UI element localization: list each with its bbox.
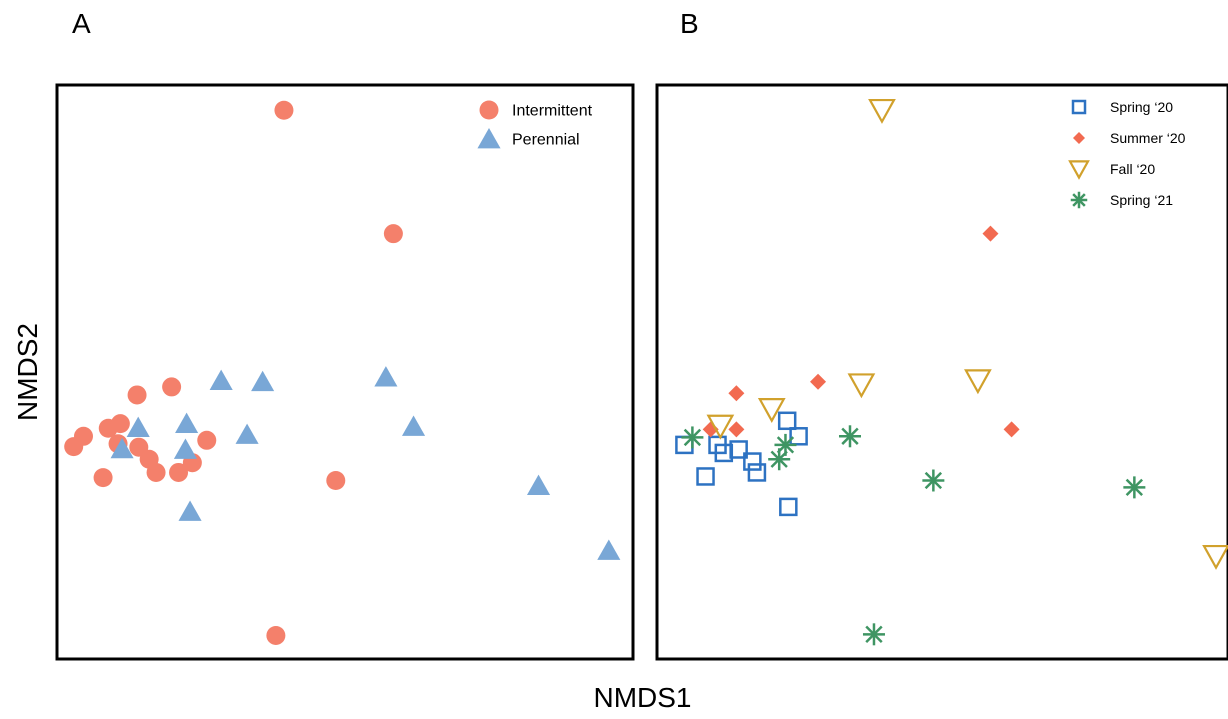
panel-a-perennial-point-10 bbox=[178, 500, 202, 521]
panel-b-summer-20-point-1 bbox=[982, 225, 999, 242]
panel-a-perennial-point-9 bbox=[173, 438, 197, 459]
panel-b-spring-21-point-2 bbox=[838, 425, 861, 448]
panel-a-perennial-point-3 bbox=[374, 366, 398, 387]
panel-a: Intermittent Perennial bbox=[55, 83, 635, 661]
panel-b-spring-21-point-7 bbox=[862, 623, 885, 646]
panel-a-perennial-point-11 bbox=[526, 474, 551, 496]
panel-b-spring-20-point-9 bbox=[696, 467, 715, 486]
panel-a-intermittent-point-15 bbox=[146, 462, 166, 482]
panel-b-spring-21-point-1 bbox=[681, 426, 704, 449]
panel-b-spring-21-point-6 bbox=[1123, 476, 1146, 499]
panel-a-intermittent-point-3 bbox=[127, 385, 147, 405]
x-axis-title: NMDS1 bbox=[593, 682, 692, 713]
panel-a-perennial-point-12 bbox=[597, 539, 621, 560]
panel-b-frame bbox=[655, 83, 1228, 661]
panel-b-spring-20-point-2 bbox=[789, 427, 808, 446]
panel-b-fall-20-point-5 bbox=[706, 414, 735, 440]
panel-b-spring-21-point-5 bbox=[922, 469, 945, 492]
panel-a-intermittent-point-8 bbox=[64, 437, 84, 457]
panel-b-fall-20-point-6 bbox=[1202, 544, 1228, 570]
panel-b-fall-20-point-4 bbox=[757, 398, 786, 423]
panel-a-intermittent-point-17 bbox=[326, 470, 346, 490]
panel-b-legend-fall-20-label: Fall ‘20 bbox=[1110, 161, 1155, 177]
panel-a-legend-perennial-label: Perennial bbox=[512, 132, 580, 149]
panel-b-spring-20-point-6 bbox=[714, 443, 734, 463]
panel-a-intermittent-point-7 bbox=[110, 414, 130, 434]
panel-a-intermittent-point-18 bbox=[266, 625, 286, 645]
panel-b-fall-20-point-2 bbox=[964, 369, 992, 395]
panel-b-legend-spring-20-label: Spring ‘20 bbox=[1110, 99, 1173, 115]
panel-b-spring-20-point-7 bbox=[743, 452, 762, 471]
panel-b-summer-20-point-6 bbox=[1003, 421, 1020, 438]
panel-b-spring-20-point-8 bbox=[747, 463, 767, 482]
panel-a-intermittent-point-4 bbox=[162, 377, 182, 397]
panel-b-legend-fall-20-swatch bbox=[1068, 160, 1090, 180]
panel-b-legend-summer-20-swatch bbox=[1073, 132, 1085, 144]
panel-a-legend-intermittent-label: Intermittent bbox=[512, 103, 593, 120]
panel-b-summer-20-point-5 bbox=[728, 421, 745, 438]
panel-a-intermittent-point-14 bbox=[169, 462, 189, 482]
panel-b-legend-summer-20-label: Summer ‘20 bbox=[1110, 130, 1186, 146]
panel-a-intermittent-point-16 bbox=[93, 468, 113, 488]
panel-a-legend-perennial-swatch bbox=[477, 128, 501, 149]
panel-b-spring-20-point-1 bbox=[777, 411, 797, 431]
panel-a-perennial-point-1 bbox=[209, 369, 233, 390]
panel-a-perennial-point-2 bbox=[251, 370, 275, 392]
panel-label-b: B bbox=[680, 8, 699, 39]
panel-b-legend-spring-21-label: Spring ‘21 bbox=[1110, 192, 1173, 208]
panel-b-summer-20-point-3 bbox=[728, 385, 745, 402]
panel-a-perennial-point-6 bbox=[235, 423, 259, 444]
panel-a-perennial-point-7 bbox=[401, 415, 426, 436]
panel-b-spring-20-point-10 bbox=[779, 497, 798, 517]
panel-a-perennial-point-4 bbox=[126, 416, 150, 438]
panel-a-legend-intermittent-swatch bbox=[479, 100, 499, 120]
panel-b-fall-20-point-3 bbox=[847, 373, 876, 399]
panel-a-perennial-point-5 bbox=[175, 412, 199, 434]
panel-b-fall-20-point-1 bbox=[868, 98, 896, 124]
panel-b-spring-21-point-4 bbox=[768, 448, 791, 471]
panel-a-intermittent-point-13 bbox=[197, 430, 217, 450]
panel-a-frame bbox=[55, 83, 635, 661]
panel-a-intermittent-point-2 bbox=[383, 224, 403, 244]
panel-b-legend-spring-20-swatch bbox=[1071, 99, 1087, 115]
panel-b-legend-spring-21-swatch bbox=[1070, 191, 1088, 209]
panel-b-summer-20-point-2 bbox=[810, 373, 827, 390]
panel-label-a: A bbox=[72, 8, 91, 39]
panel-a-intermittent-point-1 bbox=[274, 100, 294, 120]
panel-b: Spring ‘20 Summer ‘20 Fall ‘20 Spring ‘21 bbox=[655, 83, 1228, 661]
panel-a-perennial-point-8 bbox=[110, 437, 134, 459]
